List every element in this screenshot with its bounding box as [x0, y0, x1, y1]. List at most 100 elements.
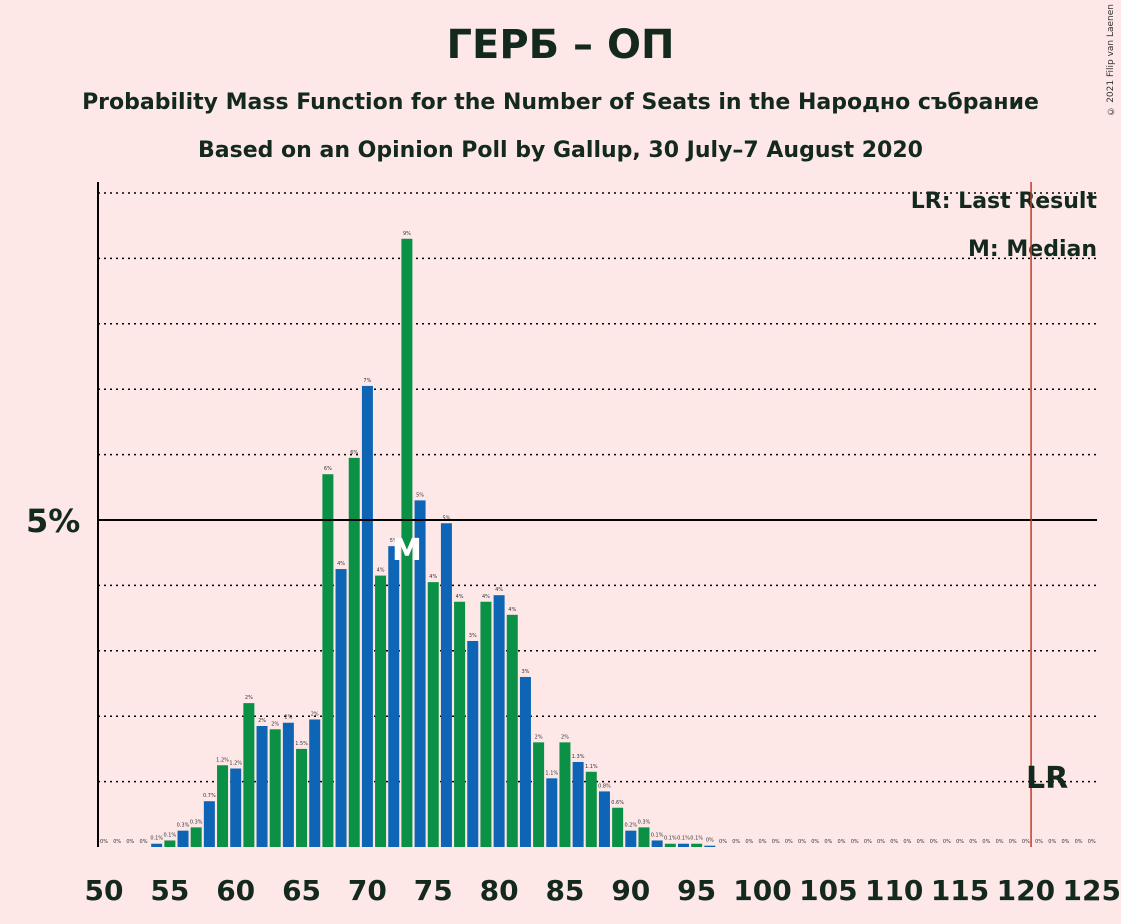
bar-seats-95: [691, 843, 703, 847]
bar-label-105: 0%: [824, 839, 832, 845]
bar-seats-91: [638, 827, 650, 847]
x-tick-80: 80: [480, 874, 519, 907]
bar-label-52: 0%: [126, 839, 134, 845]
bar-label-118: 0%: [996, 839, 1004, 845]
bar-label-97: 0%: [719, 839, 727, 845]
bar-seats-86: [572, 761, 584, 847]
bar-label-104: 0%: [811, 839, 819, 845]
bar-label-107: 0%: [851, 839, 859, 845]
bar-label-125: 0%: [1088, 839, 1096, 845]
bar-seats-57: [190, 827, 202, 847]
bar-seats-82: [519, 676, 531, 847]
bar-label-85: 2%: [561, 734, 569, 740]
bar-seats-63: [269, 729, 281, 847]
bar-label-75: 4%: [429, 574, 437, 580]
bar-label-68: 4%: [337, 561, 345, 567]
bar-label-54: 0.1%: [150, 836, 163, 842]
bar-label-61: 2%: [245, 695, 253, 701]
bar-seats-65: [296, 748, 308, 847]
bar-label-74: 5%: [416, 492, 424, 498]
x-tick-labels: 50 55 60 65 70 75 80 85 90 95 100 105 110 115 120 125: [85, 874, 1121, 907]
bar-label-102: 0%: [785, 839, 793, 845]
bar-label-92: 0.1%: [651, 832, 664, 838]
bar-seats-66: [309, 719, 321, 847]
x-tick-70: 70: [348, 874, 387, 907]
bar-label-111: 0%: [903, 839, 911, 845]
bar-seats-54: [151, 843, 163, 847]
bar-seats-79: [480, 601, 492, 847]
last-result-label: LR: [1026, 761, 1068, 796]
bar-seats-87: [585, 771, 597, 847]
bar-seats-58: [203, 801, 215, 847]
bar-label-121: 0%: [1035, 839, 1043, 845]
bar-label-90: 0.2%: [624, 823, 637, 829]
bar-label-95: 0.1%: [690, 836, 703, 842]
bar-label-67: 6%: [324, 466, 332, 472]
bar-label-109: 0%: [877, 839, 885, 845]
bar-seats-80: [493, 595, 505, 847]
bar-label-115: 0%: [956, 839, 964, 845]
bar-label-94: 0.1%: [677, 836, 690, 842]
bar-label-70: 7%: [363, 378, 371, 384]
bars: [151, 238, 716, 847]
bar-label-51: 0%: [113, 839, 121, 845]
bar-label-117: 0%: [982, 839, 990, 845]
bar-label-101: 0%: [772, 839, 780, 845]
bar-seats-96: [704, 845, 716, 847]
bar-seats-75: [427, 582, 439, 847]
bar-seats-88: [598, 791, 610, 847]
bar-label-116: 0%: [969, 839, 977, 845]
bar-seats-76: [440, 523, 452, 847]
bar-label-123: 0%: [1061, 839, 1069, 845]
bar-seats-55: [164, 840, 176, 847]
median-marker: M: [392, 533, 422, 568]
axes: [97, 182, 1097, 847]
bar-label-84: 1.1%: [545, 770, 558, 776]
bar-label-96: 0%: [706, 838, 714, 844]
bar-label-108: 0%: [864, 839, 872, 845]
x-tick-95: 95: [677, 874, 716, 907]
bar-seats-69: [348, 457, 360, 847]
x-tick-120: 120: [997, 874, 1055, 907]
bar-seats-70: [361, 385, 373, 847]
bar-label-82: 3%: [521, 669, 529, 675]
bar-label-71: 4%: [377, 568, 385, 574]
bar-seats-83: [533, 742, 545, 847]
x-tick-100: 100: [733, 874, 791, 907]
chart-title: ГЕРБ – ОП: [446, 22, 675, 68]
bar-label-63: 2%: [271, 721, 279, 727]
x-tick-105: 105: [799, 874, 857, 907]
bar-label-120: 0%: [1022, 839, 1030, 845]
bar-label-110: 0%: [890, 839, 898, 845]
bar-label-86: 1.3%: [572, 754, 585, 760]
bar-seats-60: [230, 768, 242, 847]
bar-label-50: 0%: [100, 839, 108, 845]
bar-seats-93: [664, 843, 676, 847]
bar-seats-90: [625, 830, 637, 847]
legend-last-result: LR: Last Result: [911, 189, 1098, 214]
bar-seats-89: [612, 807, 624, 847]
bar-label-100: 0%: [759, 839, 767, 845]
x-tick-50: 50: [85, 874, 124, 907]
bar-seats-77: [454, 601, 466, 847]
bar-label-65: 1.5%: [295, 741, 308, 747]
bar-label-81: 4%: [508, 607, 516, 613]
gridlines: [98, 192, 1097, 783]
bar-seats-72: [388, 546, 400, 847]
bar-seats-59: [217, 765, 229, 847]
bar-seats-78: [467, 640, 479, 847]
x-tick-110: 110: [865, 874, 923, 907]
bar-label-91: 0.3%: [638, 819, 651, 825]
bar-seats-74: [414, 500, 426, 847]
bar-label-124: 0%: [1075, 839, 1083, 845]
x-tick-90: 90: [611, 874, 650, 907]
x-tick-60: 60: [216, 874, 255, 907]
x-tick-55: 55: [150, 874, 189, 907]
bar-label-66: 2%: [311, 711, 319, 717]
bar-label-80: 4%: [495, 587, 503, 593]
bar-label-79: 4%: [482, 594, 490, 600]
x-tick-125: 125: [1063, 874, 1121, 907]
bar-label-93: 0.1%: [664, 836, 677, 842]
bar-label-89: 0.6%: [611, 800, 624, 806]
